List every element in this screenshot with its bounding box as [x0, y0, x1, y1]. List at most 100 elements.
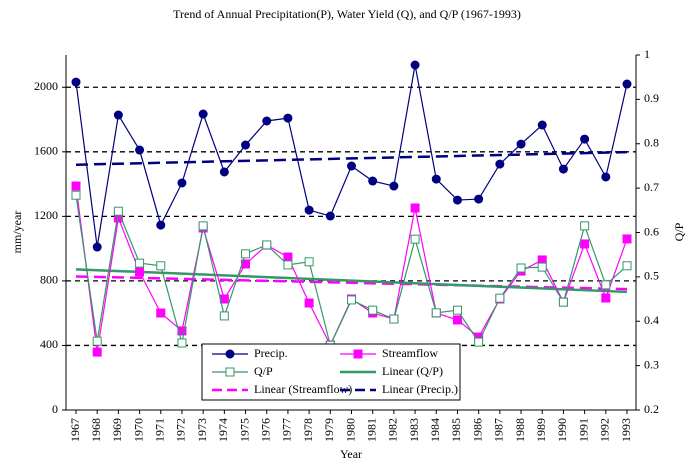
y2-tick-label: 0.6 — [644, 224, 659, 238]
y-axis-label: mm/year — [10, 211, 24, 254]
marker — [135, 267, 145, 277]
y2-tick-label: 1 — [644, 47, 650, 61]
marker — [558, 297, 568, 307]
x-tick-label: 1991 — [576, 418, 590, 442]
marker — [580, 221, 590, 231]
x-tick-label: 1969 — [110, 418, 124, 442]
marker — [389, 181, 399, 191]
x-tick-label: 1968 — [89, 418, 103, 442]
marker — [283, 113, 293, 123]
marker — [622, 79, 632, 89]
marker — [622, 261, 632, 271]
legend-label: Linear (Q/P) — [382, 364, 443, 378]
marker — [474, 194, 484, 204]
legend-label: Linear (Precip.) — [382, 382, 458, 396]
x-tick-label: 1986 — [470, 418, 484, 442]
x-tick-label: 1970 — [131, 418, 145, 442]
x-tick-label: 1980 — [343, 418, 357, 442]
marker — [431, 308, 441, 318]
trendline — [75, 268, 628, 294]
marker — [368, 305, 378, 315]
x-tick-label: 1971 — [153, 418, 167, 442]
legend-label: Q/P — [254, 364, 273, 378]
marker — [347, 295, 356, 305]
marker — [241, 249, 251, 259]
marker — [304, 298, 314, 308]
y2-tick-label: 0.9 — [644, 91, 659, 105]
x-tick-label: 1989 — [534, 418, 548, 442]
legend-marker — [225, 349, 235, 359]
y2-axis-label: Q/P — [672, 222, 686, 241]
y-tick-label: 1200 — [34, 208, 58, 222]
marker — [156, 261, 166, 271]
marker — [601, 293, 611, 303]
legend-label: Streamflow — [382, 346, 438, 360]
y-tick-label: 400 — [40, 337, 58, 351]
marker — [262, 240, 272, 250]
marker — [410, 203, 420, 213]
x-tick-label: 1988 — [513, 418, 527, 442]
x-tick-label: 1982 — [386, 418, 400, 442]
marker — [219, 167, 229, 177]
trendline — [75, 150, 628, 166]
marker — [516, 263, 526, 273]
marker — [495, 159, 505, 169]
marker — [537, 262, 547, 272]
legend-marker — [353, 349, 363, 359]
marker — [516, 139, 526, 149]
marker — [495, 293, 505, 303]
marker — [177, 326, 187, 336]
marker — [241, 140, 251, 150]
marker — [601, 172, 611, 182]
x-tick-label: 1987 — [492, 418, 506, 442]
marker — [283, 260, 293, 270]
x-tick-label: 1973 — [195, 418, 209, 442]
y2-tick-label: 0.7 — [644, 180, 659, 194]
marker — [452, 195, 462, 205]
x-tick-label: 1978 — [301, 418, 315, 442]
legend-label: Linear (Streamflow) — [254, 382, 352, 396]
y-tick-label: 2000 — [34, 79, 58, 93]
x-tick-label: 1977 — [280, 418, 294, 442]
marker — [410, 60, 420, 70]
marker — [325, 211, 335, 221]
x-tick-label: 1975 — [237, 418, 251, 442]
marker — [113, 110, 123, 120]
y2-tick-label: 0.8 — [644, 136, 659, 150]
y2-tick-label: 0.2 — [644, 402, 659, 416]
marker — [537, 120, 547, 130]
marker — [474, 337, 484, 347]
y-tick-label: 1600 — [34, 144, 58, 158]
legend-marker — [225, 367, 235, 377]
marker — [198, 109, 208, 119]
marker — [558, 164, 568, 174]
marker — [347, 161, 356, 171]
x-tick-label: 1993 — [619, 418, 633, 442]
y-tick-label: 800 — [40, 273, 58, 287]
x-tick-label: 1984 — [428, 418, 442, 442]
x-tick-label: 1981 — [364, 418, 378, 442]
marker — [113, 206, 123, 216]
marker — [622, 234, 632, 244]
marker — [262, 116, 272, 126]
series-line — [75, 64, 628, 248]
marker — [71, 190, 81, 200]
x-tick-label: 1972 — [174, 418, 188, 442]
x-tick-label: 1985 — [449, 418, 463, 442]
y2-tick-label: 0.5 — [644, 269, 659, 283]
marker — [71, 77, 81, 87]
marker — [92, 242, 102, 252]
chart-title: Trend of Annual Precipitation(P), Water … — [173, 7, 521, 21]
marker — [71, 181, 81, 191]
marker — [177, 178, 187, 188]
marker — [156, 308, 166, 318]
x-tick-label: 1983 — [407, 418, 421, 442]
marker — [431, 174, 441, 184]
marker — [580, 134, 590, 144]
marker — [177, 338, 187, 348]
marker — [92, 336, 102, 346]
marker — [304, 205, 314, 215]
x-tick-label: 1979 — [322, 418, 336, 442]
x-axis-label: Year — [340, 447, 362, 461]
